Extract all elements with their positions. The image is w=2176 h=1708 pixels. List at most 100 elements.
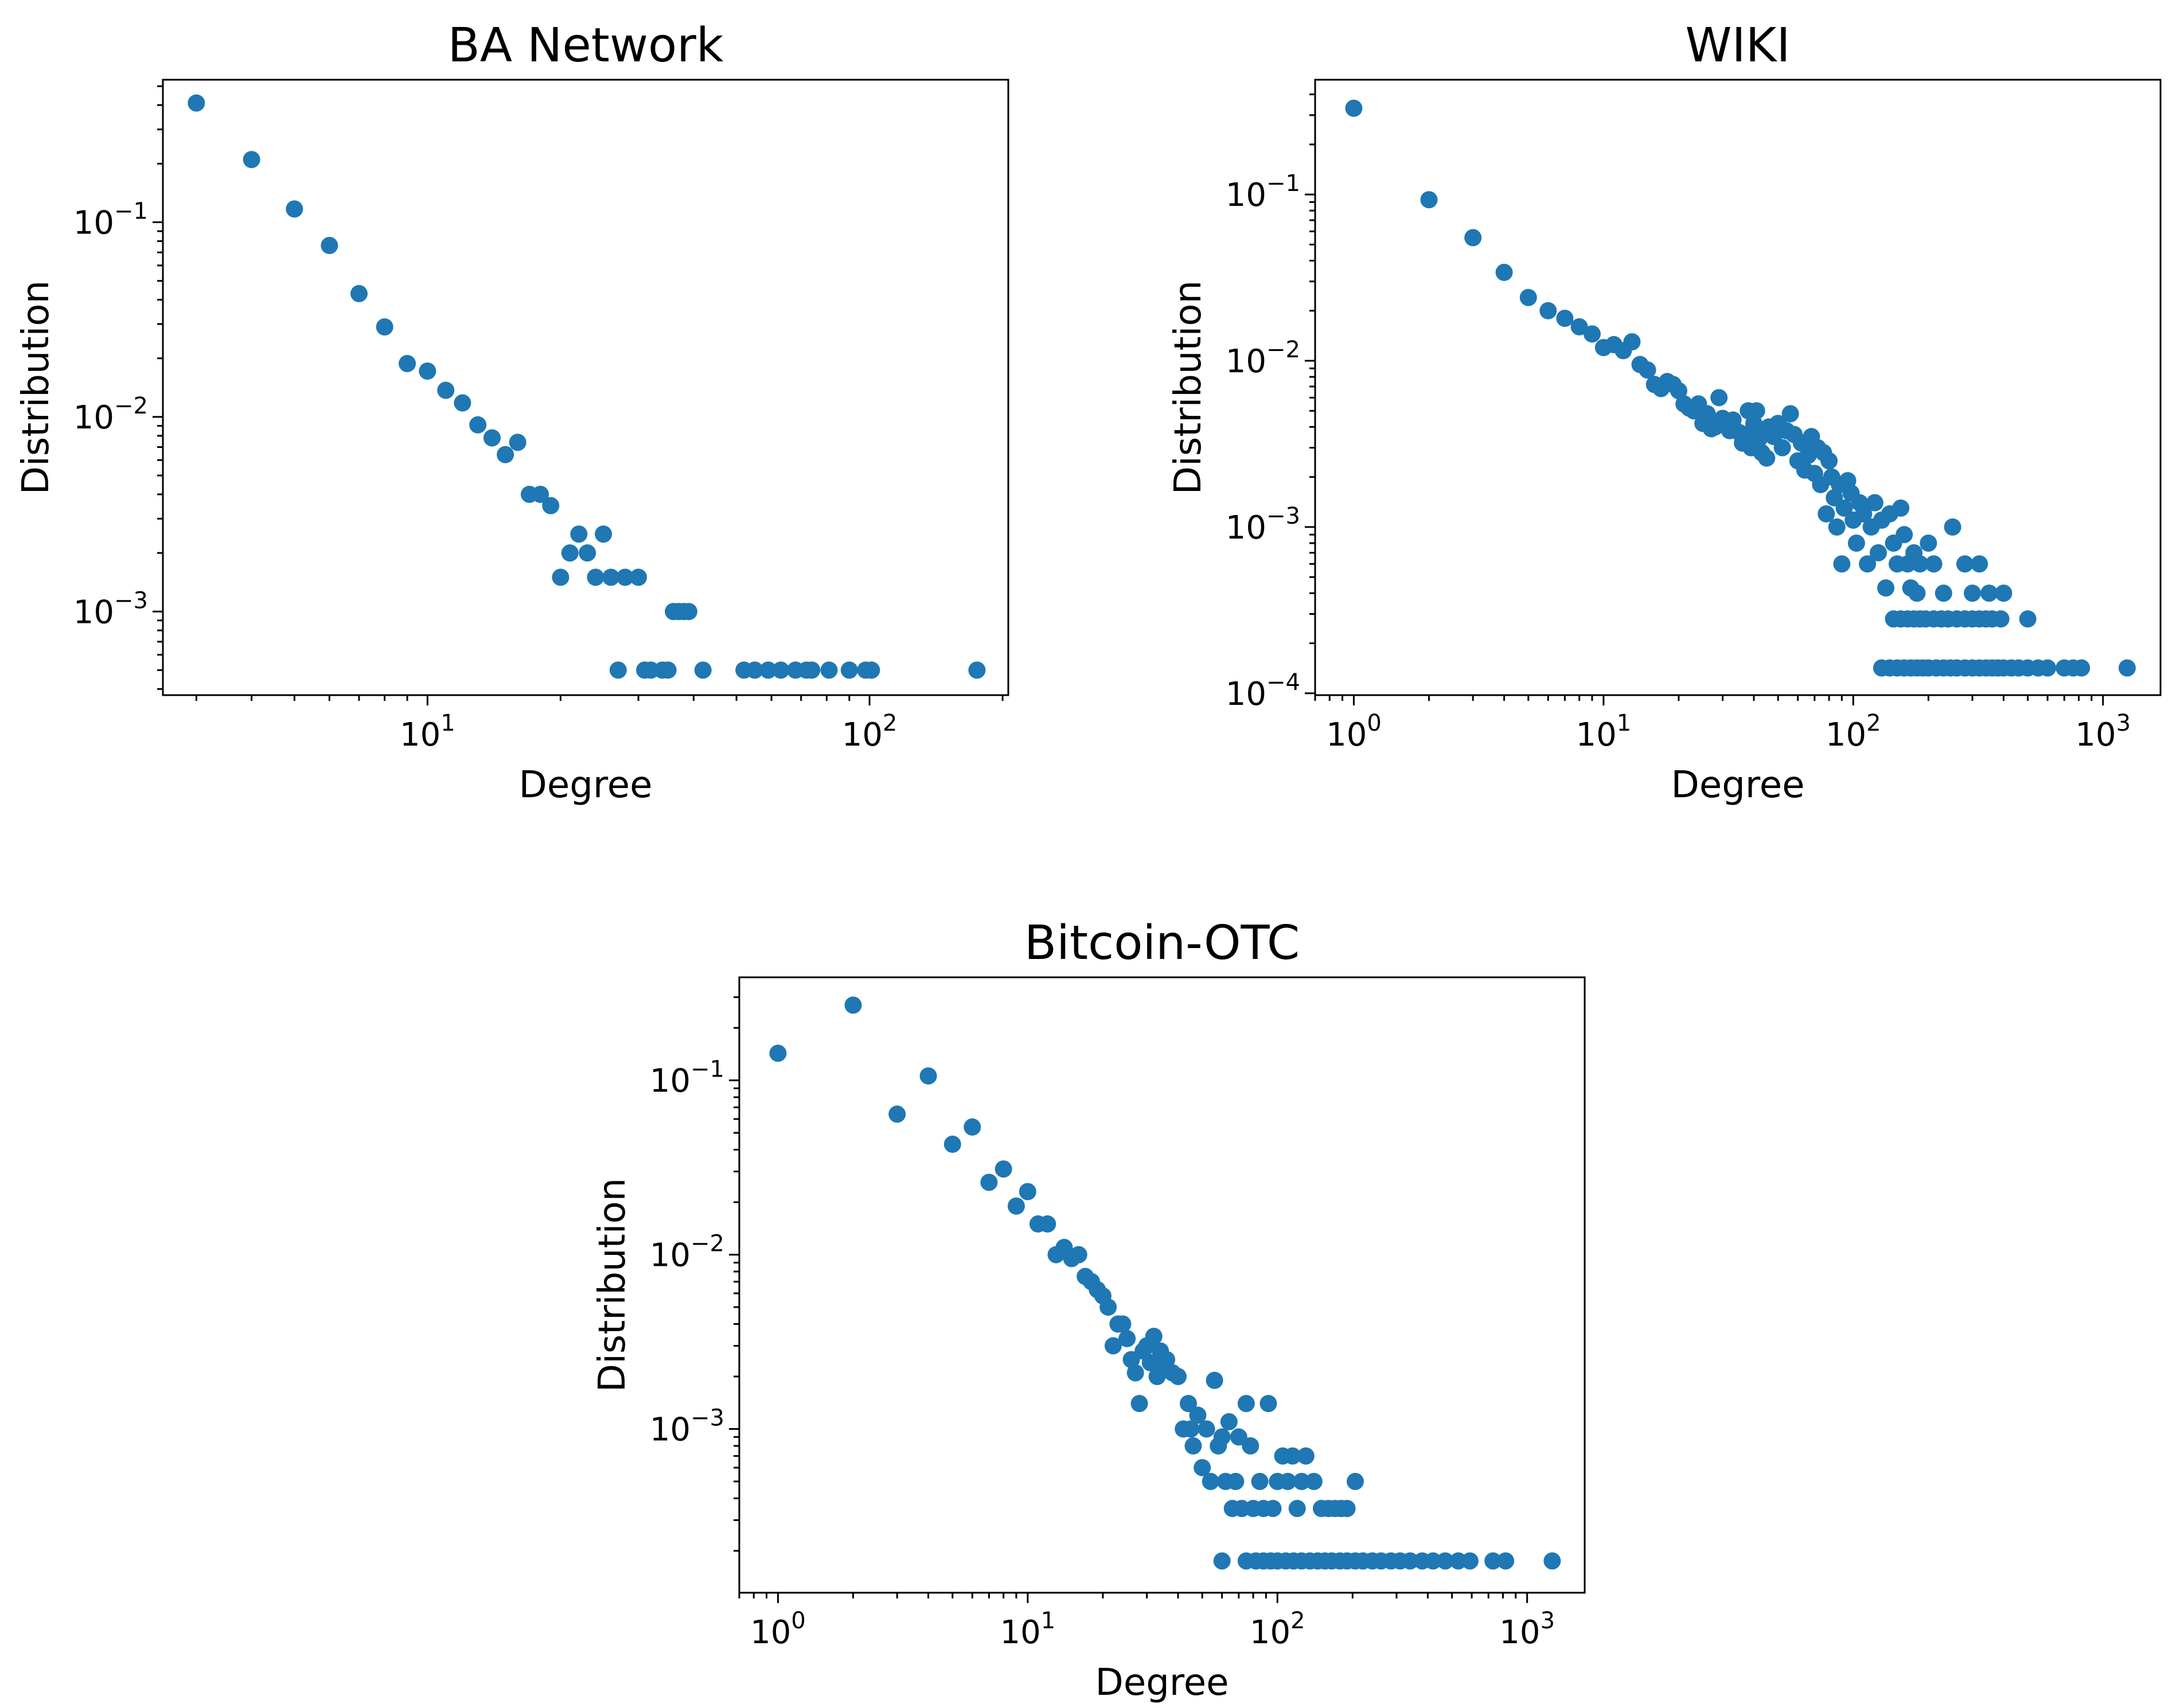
data-point (570, 525, 588, 543)
data-point (1758, 449, 1776, 467)
data-point (1436, 1552, 1454, 1570)
data-point (1180, 1395, 1198, 1413)
data-point (1935, 584, 1952, 602)
y-tick-label-base: 10 (650, 1237, 691, 1274)
data-point (919, 1067, 937, 1085)
data-point (1539, 302, 1557, 319)
x-tick-label-exponent: 2 (1866, 710, 1881, 736)
data-point (437, 381, 455, 399)
data-point (746, 661, 763, 679)
y-tick-label-base: 10 (1226, 509, 1266, 547)
y-tick-label: 10−3 (1226, 503, 1300, 547)
x-axis-label: Degree (519, 764, 653, 806)
chart-title-ba-network: BA Network (448, 18, 724, 73)
data-point (1925, 555, 1943, 573)
data-point (1980, 584, 1998, 602)
data-point (1773, 439, 1791, 457)
y-tick-label-exponent: −2 (1266, 337, 1300, 363)
data-point (1896, 526, 1913, 544)
data-point (469, 416, 487, 434)
x-tick-label-base: 10 (2075, 716, 2116, 754)
y-tick-label: 10−4 (1226, 669, 1300, 713)
x-tick-label-exponent: 1 (1041, 1608, 1055, 1634)
y-tick-label-base: 10 (1226, 676, 1266, 713)
data-point (1279, 1473, 1297, 1491)
data-point (1220, 1413, 1238, 1430)
y-tick-label: 10−1 (650, 1056, 724, 1100)
data-point (888, 1105, 906, 1123)
data-point (1866, 494, 1883, 512)
y-tick-label-exponent: −3 (114, 587, 148, 614)
y-tick-label: 10−1 (1226, 170, 1300, 214)
data-point (1420, 191, 1438, 209)
data-point (243, 151, 260, 169)
data-point (1556, 309, 1574, 327)
data-point (609, 661, 627, 679)
data-point (286, 200, 303, 218)
data-point (1293, 1473, 1311, 1491)
data-point (1570, 318, 1588, 336)
data-point (1169, 1368, 1187, 1386)
data-point (1484, 1552, 1502, 1570)
data-point (602, 568, 620, 586)
points-bitcoin-otc (769, 996, 1561, 1570)
y-tick-label-exponent: −2 (114, 393, 148, 419)
data-point (1835, 499, 1853, 517)
data-point (1911, 555, 1929, 573)
data-point (964, 1118, 981, 1136)
data-point (542, 497, 560, 514)
data-point (1908, 584, 1926, 602)
data-point (1543, 1552, 1561, 1570)
data-point (1227, 1473, 1245, 1491)
data-point (1698, 405, 1716, 423)
data-point (943, 1136, 961, 1153)
x-tick-label-exponent: 2 (1290, 1608, 1305, 1634)
data-point (1264, 1500, 1282, 1518)
x-tick-label: 103 (1499, 1608, 1555, 1651)
data-point (1145, 1327, 1163, 1345)
x-tick-label-base: 10 (400, 716, 440, 754)
y-tick-label: 10−2 (1226, 337, 1300, 380)
chart-title-wiki: WIKI (1685, 18, 1790, 73)
y-tick-label-exponent: −1 (1266, 170, 1300, 197)
data-point (399, 354, 416, 372)
data-point (1114, 1315, 1132, 1333)
data-point (844, 996, 862, 1014)
y-axis-label: Distribution (1167, 280, 1210, 494)
data-point (1497, 1552, 1515, 1570)
data-point (579, 544, 596, 562)
data-point (980, 1173, 998, 1191)
data-point (1242, 1437, 1259, 1454)
data-point (1748, 402, 1765, 420)
y-tick-label: 10−2 (650, 1231, 724, 1274)
data-point (1424, 1552, 1442, 1570)
chart-title-bitcoin-otc: Bitcoin-OTC (1024, 916, 1300, 970)
data-point (1305, 1473, 1323, 1491)
data-point (2118, 659, 2136, 677)
y-axis-label: Distribution (591, 1178, 634, 1392)
data-point (1194, 1459, 1211, 1476)
data-point (1971, 555, 1988, 573)
data-point (840, 661, 858, 679)
y-tick-label-exponent: −2 (691, 1231, 724, 1257)
data-point (1070, 1246, 1087, 1264)
x-tick-label-base: 10 (750, 1614, 791, 1651)
data-point (1251, 1473, 1269, 1491)
data-point (2019, 610, 2037, 628)
x-tick-label-exponent: 3 (2116, 710, 2131, 736)
data-point (188, 94, 205, 112)
x-axis-label: Degree (1095, 1662, 1229, 1704)
x-tick-label: 101 (1576, 710, 1631, 754)
data-point (995, 1160, 1012, 1178)
x-tick-label-base: 10 (1250, 1614, 1290, 1651)
data-point (1877, 579, 1895, 597)
data-point (1963, 584, 1981, 602)
x-tick-label-base: 10 (1576, 716, 1616, 754)
data-point (1118, 1329, 1136, 1347)
data-point (1158, 1351, 1176, 1368)
data-point (803, 661, 821, 679)
data-point (1995, 584, 2013, 602)
y-tick-label: 10−3 (73, 587, 148, 631)
data-point (769, 1044, 787, 1062)
